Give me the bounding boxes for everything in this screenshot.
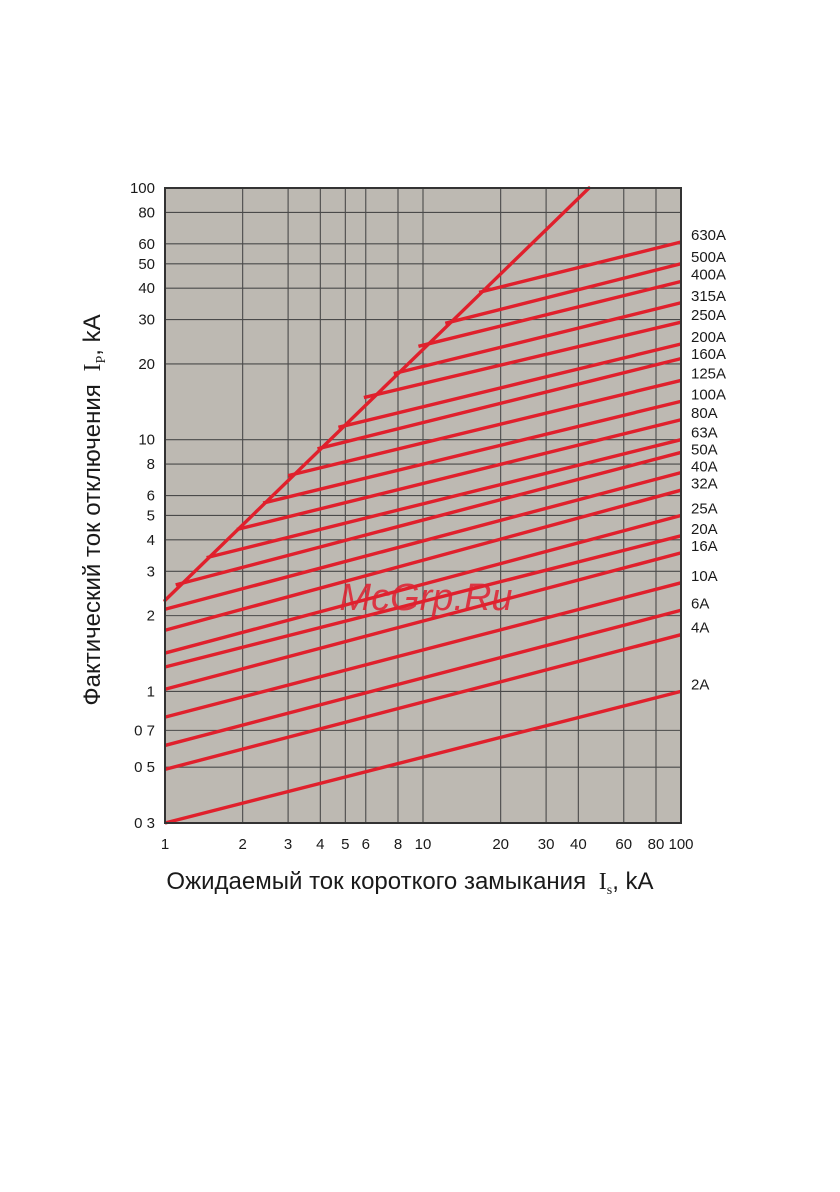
series-label: 4A [691, 620, 709, 637]
x-axis-symbol-sub: s [607, 883, 612, 898]
series-label: 25A [691, 500, 718, 517]
y-tick-label: 60 [138, 236, 155, 253]
series-label: 160A [691, 346, 726, 363]
series-line [418, 279, 682, 348]
series-line [164, 608, 682, 748]
plot-frame [164, 187, 682, 824]
series-line [164, 689, 682, 825]
y-tick-label: 0 7 [134, 722, 155, 739]
y-tick-label: 3 [147, 563, 155, 580]
x-tick-label: 10 [415, 836, 432, 853]
series-line [164, 470, 682, 611]
series-label: 315A [691, 288, 726, 305]
x-tick-label: 20 [492, 836, 509, 853]
y-tick-label: 5 [147, 507, 155, 524]
series-line [478, 240, 682, 294]
series-line [444, 262, 682, 325]
series-label: 10A [691, 568, 718, 585]
x-tick-label: 60 [615, 836, 632, 853]
series-line [287, 378, 682, 478]
series-label: 400A [691, 267, 726, 284]
x-axis-label: Ожидаемый ток короткого замыкания Is, kA [166, 868, 653, 898]
x-tick-labels: 1 2 3 4 5 6 8 10 20 30 40 60 80 100 [161, 836, 694, 853]
series-label: 630A [691, 227, 726, 244]
x-tick-label: 3 [284, 836, 292, 853]
y-tick-label: 2 [147, 608, 155, 625]
series-label: 250A [691, 307, 726, 324]
x-tick-label: 40 [570, 836, 587, 853]
y-axis-label-text: Фактический ток отключения [79, 384, 106, 705]
y-tick-label: 10 [138, 432, 155, 449]
y-tick-label: 40 [138, 280, 155, 297]
series-line [337, 342, 682, 429]
y-tick-label: 1 [147, 683, 155, 700]
series-label: 50A [691, 442, 718, 459]
y-axis-symbol: I [80, 364, 106, 372]
x-tick-label: 80 [648, 836, 665, 853]
y-axis-label: Фактический ток отключения IP, kA [79, 314, 109, 705]
series-line [164, 513, 682, 655]
x-axis-label-text: Ожидаемый ток короткого замыкания [166, 868, 586, 895]
y-tick-label: 4 [147, 532, 155, 549]
series-line [206, 438, 682, 560]
y-tick-label: 0 5 [134, 759, 155, 776]
x-tick-label: 5 [341, 836, 349, 853]
series-line [164, 534, 682, 669]
series-label: 500A [691, 249, 726, 266]
series-line [175, 450, 682, 587]
x-tick-label: 4 [316, 836, 324, 853]
y-tick-label: 30 [138, 312, 155, 329]
series-label: 125A [691, 365, 726, 382]
watermark: McGrp.Ru [339, 577, 512, 619]
series-line [363, 320, 682, 400]
x-tick-label: 1 [161, 836, 169, 853]
x-tick-label: 2 [238, 836, 246, 853]
series-label: 63A [691, 425, 718, 442]
y-tick-label: 6 [147, 488, 155, 505]
series-line [236, 418, 682, 532]
x-tick-label: 8 [394, 836, 402, 853]
x-tick-label: 30 [538, 836, 555, 853]
y-tick-label: 20 [138, 356, 155, 373]
series-label: 100A [691, 386, 726, 403]
series-label: 200A [691, 329, 726, 346]
series-label: 32A [691, 476, 718, 493]
y-axis-unit: , kA [79, 314, 106, 355]
series-line [262, 399, 682, 505]
x-tick-label: 6 [362, 836, 370, 853]
series-line [164, 488, 682, 632]
x-tick-label: 100 [668, 836, 693, 853]
x-axis-unit: , kA [612, 868, 653, 895]
y-tick-label: 80 [138, 204, 155, 221]
y-tick-label: 8 [147, 456, 155, 473]
series-line [164, 581, 682, 719]
series-line [164, 633, 682, 772]
series-label: 20A [691, 521, 718, 538]
x-axis-symbol: I [599, 869, 607, 895]
series-label: 2A [691, 676, 709, 693]
y-tick-label: 100 [130, 180, 155, 197]
series-label: 80A [691, 405, 718, 422]
y-tick-label: 0 3 [134, 815, 155, 832]
series-line [164, 551, 682, 691]
y-axis-symbol-sub: P [94, 356, 109, 364]
series-line [317, 356, 682, 451]
series-line [393, 301, 682, 376]
series-label: 16A [691, 538, 718, 555]
series-label: 6A [691, 595, 709, 612]
curves [163, 186, 682, 825]
series-label: 40A [691, 459, 718, 476]
y-tick-labels: 0 3 0 5 0 7 1 2 3 4 5 6 8 10 20 30 40 50 60 80 100 [130, 180, 155, 832]
y-tick-label: 50 [138, 256, 155, 273]
